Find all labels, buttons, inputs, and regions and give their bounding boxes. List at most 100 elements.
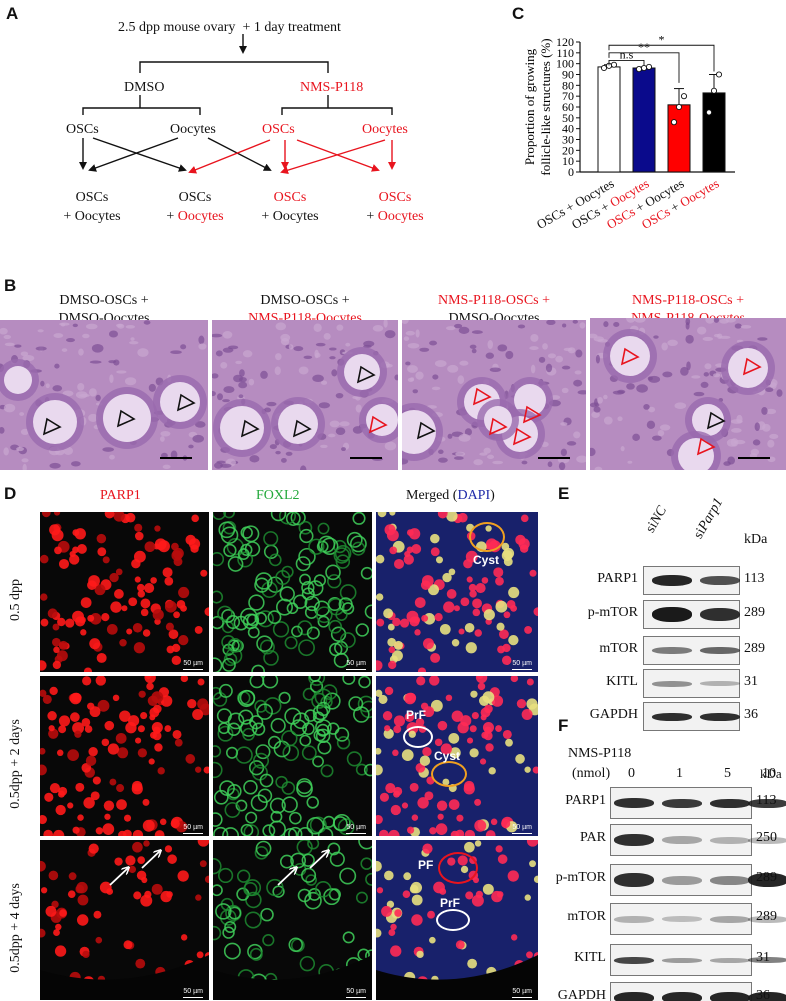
d-cell-r0-c0-69 — [204, 607, 209, 617]
d-ring-r0-18 — [286, 602, 299, 615]
d-ring-r1-22 — [282, 744, 300, 762]
b-cell-0-84 — [91, 344, 104, 353]
d-cell-r0-c2-66 — [463, 559, 473, 569]
b-cell-0-104 — [130, 337, 135, 341]
d-cell-r2-c0-2 — [93, 910, 102, 919]
d-cell-r1-c2-106 — [411, 814, 419, 821]
b-cell-2-1 — [407, 342, 420, 349]
f-dose-2: 5 — [724, 766, 731, 781]
d-image-r0-c0: 50 µm — [40, 512, 209, 672]
b-cell-1-99 — [314, 349, 319, 359]
d-cell-r1-c0-45 — [48, 725, 55, 732]
d-cell-r0-c2-21 — [529, 569, 537, 577]
d-cell-r1-c2-100 — [460, 715, 472, 727]
d-cell-r2-c2-8 — [411, 894, 423, 906]
b-oocyte-0-1 — [103, 394, 151, 442]
d-ring-r0-67 — [334, 545, 352, 562]
d-cyst-label-r1: Cyst — [434, 749, 461, 763]
a-combo-4-oscs: OSCs — [378, 190, 412, 205]
b-cell-3-67 — [661, 342, 668, 351]
b-arrowhead-3-0 — [620, 347, 640, 366]
d-ring-r0-79 — [237, 551, 254, 568]
b-cell-0-30 — [88, 413, 99, 423]
a-nms-oscs: OSCs — [262, 122, 295, 137]
d-cell-r1-c2-20 — [485, 743, 494, 752]
d-cell-r1-c0-106 — [77, 814, 84, 821]
c-point-1-1 — [640, 64, 648, 72]
f-row-kda-2: 289 — [756, 870, 777, 885]
d-cell-r1-c0-101 — [142, 798, 150, 806]
d-ring-r1-107 — [256, 703, 273, 720]
d-cell-r0-c0-50 — [77, 543, 87, 554]
b-cell-0-107 — [16, 446, 24, 452]
d-cell-r1-c2-43 — [448, 799, 460, 810]
d-cell-r1-c0-78 — [49, 783, 61, 794]
d-cell-r0-c2-41 — [376, 554, 385, 564]
b-cell-1-112 — [323, 332, 331, 340]
d-cell-r1-c2-83 — [474, 819, 487, 832]
b-histology-image-0 — [0, 320, 208, 470]
d-ring-r2-67 — [329, 851, 345, 867]
b-cell-0-114 — [4, 342, 15, 347]
d-ring-r0-84 — [248, 594, 265, 611]
b-cell-1-107 — [260, 370, 268, 379]
d-cell-r0-c2-83 — [386, 529, 399, 542]
b-cell-1-82 — [320, 380, 328, 385]
d-ring-r0-50 — [244, 541, 261, 557]
c-sig-label-0: n.s — [620, 47, 634, 61]
d-cell-r2-c0-46 — [177, 870, 189, 882]
d-cell-r1-c0-96 — [149, 714, 156, 721]
b-cell-1-117 — [280, 333, 291, 342]
d-cell-r0-c0-43 — [194, 626, 203, 634]
b-cell-3-52 — [765, 387, 774, 393]
d-row-label-1: 0.5dpp + 2 days — [8, 719, 23, 809]
b-cell-3-50 — [603, 416, 613, 425]
d-cell-r2-c0-66 — [76, 881, 88, 894]
b-cell-2-44 — [403, 336, 410, 341]
d-cell-r1-c0-105 — [197, 678, 205, 686]
d-cell-r1-c2-86 — [390, 804, 401, 816]
d-cell-r0-c0-99 — [65, 618, 75, 628]
d-scalebar-r2-c2: 50 µm — [512, 988, 532, 998]
f-band-1-0 — [614, 834, 654, 846]
b-cell-2-27 — [487, 340, 494, 350]
d-ring-r1-1 — [213, 812, 223, 827]
a-combo-1-oocytes: + Oocytes — [63, 209, 121, 224]
d-cell-r0-c0-40 — [41, 512, 51, 518]
d-cell-r0-c0-17 — [132, 623, 143, 633]
b-histology-image-2 — [402, 320, 586, 470]
d-ring-r0-24 — [304, 595, 320, 612]
d-cell-r1-c0-80 — [40, 689, 47, 697]
d-cell-r0-c0-85 — [150, 577, 157, 584]
d-ring-r1-2 — [320, 764, 334, 778]
d-cell-r0-c2-3 — [468, 583, 477, 592]
d-cell-r0-c0-108 — [171, 655, 182, 666]
b-cell-2-60 — [558, 462, 566, 470]
d-ring-r0-44 — [349, 535, 367, 553]
c-ytick-label-80: 80 — [562, 78, 574, 92]
d-cell-r1-c2-31 — [456, 814, 464, 822]
b-cell-0-86 — [116, 370, 127, 374]
d-cell-r1-c0-44 — [81, 717, 91, 727]
d-cell-r0-c0-16 — [119, 639, 127, 647]
d-ring-r1-84 — [238, 709, 254, 725]
b-cell-3-6 — [769, 433, 779, 439]
d-cell-r0-c2-35 — [448, 568, 456, 576]
d-ring-r2-20 — [254, 845, 269, 860]
d-ring-r2-68 — [314, 881, 332, 898]
b-cell-2-83 — [454, 323, 463, 329]
b-cell-3-65 — [686, 361, 691, 371]
d-cell-r1-c0-27 — [43, 829, 53, 836]
d-ring-r1-14 — [270, 718, 286, 734]
d-ring-r2-3 — [307, 840, 320, 850]
b-cell-3-78 — [776, 389, 783, 397]
d-cell-r1-c2-91 — [384, 686, 394, 696]
d-ring-r0-102 — [307, 580, 324, 596]
d-cell-r2-c2-48 — [376, 887, 384, 894]
b-cell-1-75 — [331, 369, 338, 377]
d-cell-r2-c2-58 — [422, 843, 433, 854]
d-col-dapi: DAPI — [457, 488, 491, 503]
d-cell-r0-c0-72 — [83, 667, 93, 672]
d-cell-r0-c0-105 — [87, 614, 95, 622]
b-cell-0-93 — [52, 385, 63, 392]
